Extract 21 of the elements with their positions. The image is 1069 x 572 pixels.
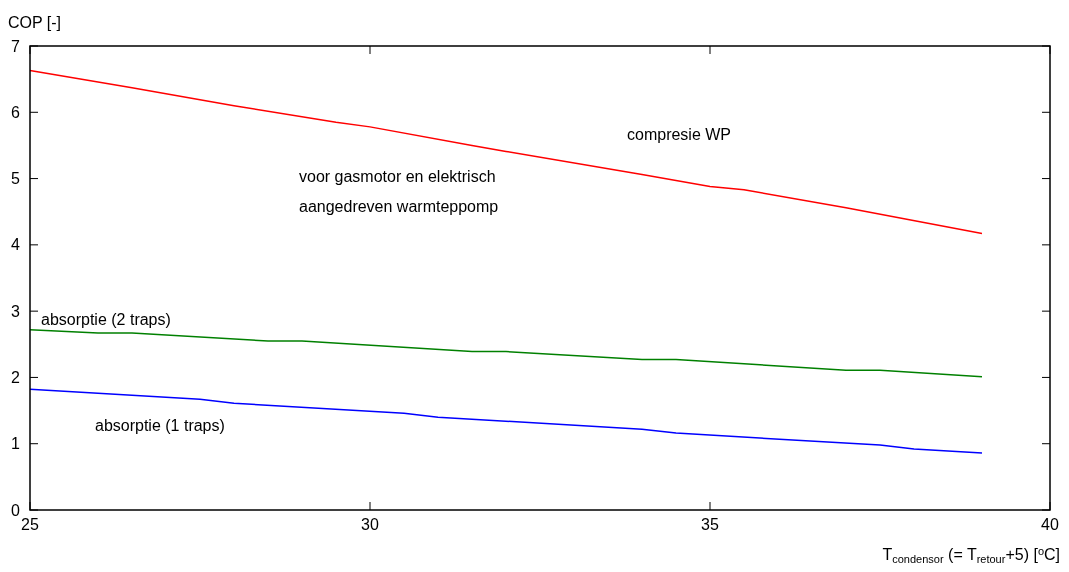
- annotation: absorptie (2 traps): [41, 310, 171, 328]
- y-axis-title: COP [-]: [8, 14, 62, 31]
- y-tick-label: 2: [11, 369, 21, 387]
- line-series: [29, 69, 983, 235]
- annotation: voor gasmotor en elektrisch aangedreven warmteppomp: [299, 167, 499, 215]
- y-tick-label: 6: [11, 103, 21, 121]
- line-series: [29, 328, 983, 378]
- annotation: compresie WP: [627, 125, 732, 143]
- x-tick-label: 40: [1041, 516, 1059, 533]
- x-tick-label: 25: [21, 516, 39, 533]
- y-tick-label: 3: [11, 302, 21, 320]
- line-series: [29, 388, 983, 454]
- x-tick-label: 30: [361, 516, 379, 533]
- y-tick-label: 1: [11, 435, 21, 453]
- annotation: absorptie (1 traps): [95, 416, 225, 434]
- y-tick-label: 0: [11, 501, 21, 519]
- x-tick-label: 35: [701, 516, 719, 533]
- x-axis-title: T$_{condensor}$ (= T$_{retour}$+5) [$^{o}$C]: [882, 545, 1060, 566]
- y-tick-label: 4: [11, 236, 21, 254]
- y-tick-label: 7: [11, 37, 21, 55]
- y-tick-label: 5: [11, 170, 21, 188]
